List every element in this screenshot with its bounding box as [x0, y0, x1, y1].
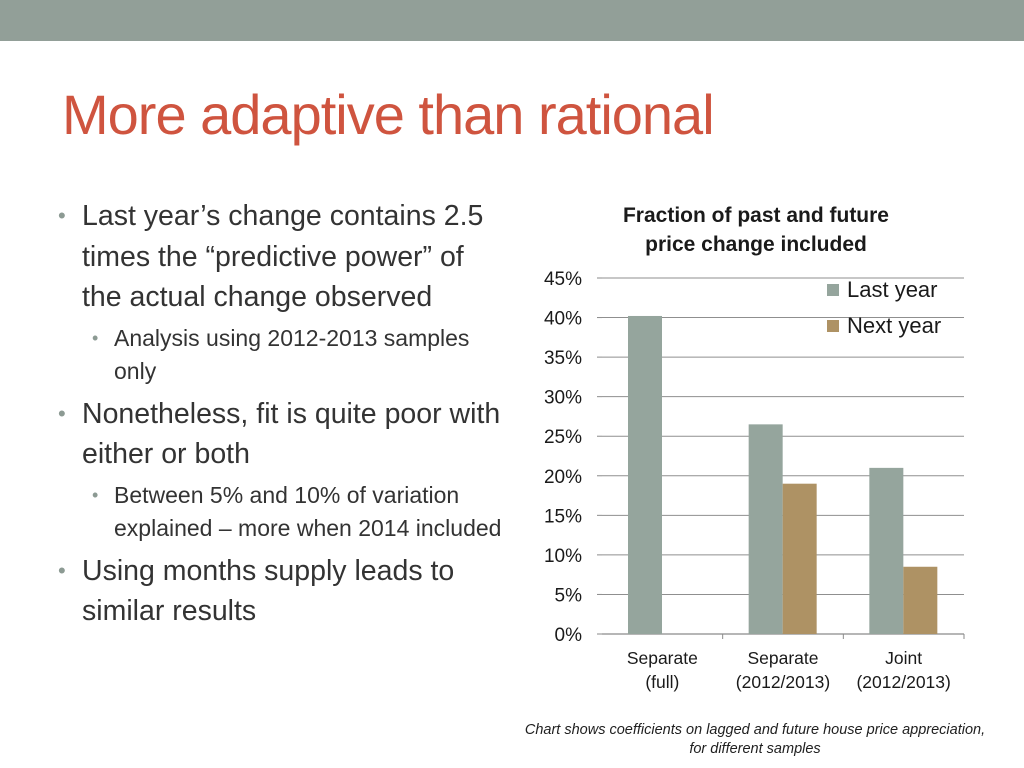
legend-label: Next year — [847, 313, 941, 338]
chart-container: Fraction of past and future price change … — [520, 196, 1000, 716]
bullet-dot-icon: • — [58, 557, 66, 583]
chart-title: Fraction of past and future — [623, 204, 889, 227]
bar-last-year — [748, 424, 783, 634]
bullet-item: • Nonetheless, fit is quite poor with ei… — [58, 394, 508, 545]
x-category-label: (2012/2013) — [856, 672, 950, 692]
x-category-label: Joint — [885, 648, 922, 668]
bar-last-year — [869, 467, 904, 634]
sub-bullet-list: • Between 5% and 10% of variation explai… — [82, 479, 508, 545]
legend-swatch — [827, 284, 839, 296]
y-tick-label: 0% — [555, 625, 583, 646]
y-tick-label: 35% — [544, 348, 582, 369]
bullet-text: Using months supply leads to similar res… — [82, 554, 455, 628]
chart-title: price change included — [645, 233, 867, 256]
bar-last-year — [628, 315, 662, 634]
legend-swatch — [827, 320, 839, 332]
top-accent-bar — [0, 0, 1024, 41]
bullet-dot-icon: • — [58, 400, 66, 426]
x-category-label: (2012/2013) — [736, 672, 830, 692]
sub-bullet-item: • Between 5% and 10% of variation explai… — [82, 479, 508, 545]
y-tick-label: 5% — [555, 585, 583, 606]
bullet-item: • Using months supply leads to similar r… — [58, 551, 508, 632]
bullet-list: • Last year’s change contains 2.5 times … — [58, 196, 508, 632]
sub-bullet-item: • Analysis using 2012-2013 samples only — [82, 322, 508, 388]
bullet-text: Nonetheless, fit is quite poor with eith… — [82, 397, 501, 471]
bar-chart: Fraction of past and future price change … — [544, 204, 965, 692]
sub-bullet-text: Between 5% and 10% of variation explaine… — [114, 481, 502, 541]
y-tick-label: 30% — [544, 388, 582, 409]
y-tick-label: 40% — [544, 309, 582, 330]
bullet-text: Last year’s change contains 2.5 times th… — [82, 200, 484, 313]
bullet-dot-icon: • — [92, 327, 99, 348]
sub-bullet-text: Analysis using 2012-2013 samples only — [114, 324, 470, 384]
y-tick-label: 15% — [544, 506, 582, 527]
bar-next-year — [782, 483, 817, 634]
chart-caption: Chart shows coefficients on lagged and f… — [524, 722, 986, 757]
y-tick-label: 20% — [544, 467, 582, 488]
slide-title: More adaptive than rational — [62, 83, 715, 146]
x-category-label: Separate — [627, 648, 698, 668]
x-category-label: (full) — [645, 672, 679, 692]
y-tick-label: 10% — [544, 546, 582, 567]
y-tick-label: 25% — [544, 427, 582, 448]
bullet-dot-icon: • — [92, 484, 99, 505]
y-tick-label: 45% — [544, 269, 582, 290]
x-category-label: Separate — [747, 648, 818, 668]
sub-bullet-list: • Analysis using 2012-2013 samples only — [82, 322, 508, 388]
bullet-dot-icon: • — [58, 203, 66, 228]
bullet-item: • Last year’s change contains 2.5 times … — [58, 196, 508, 388]
bar-next-year — [903, 566, 938, 634]
legend-label: Last year — [847, 277, 938, 302]
